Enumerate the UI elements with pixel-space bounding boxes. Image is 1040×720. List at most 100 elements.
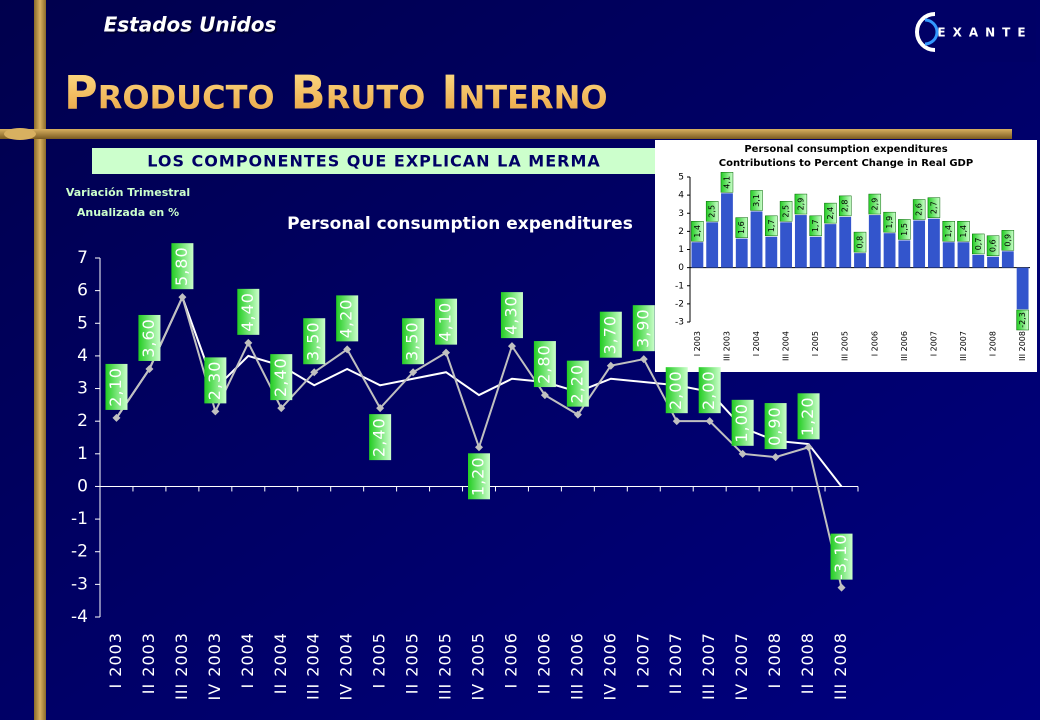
subtitle: LOS COMPONENTES QUE EXPLICAN LA MERMA <box>147 152 601 171</box>
marker <box>409 368 418 377</box>
value-label: 2,20 <box>567 364 586 404</box>
x-tick-label: IV 2003 <box>205 632 224 700</box>
x-tick-label: II 2006 <box>534 632 553 694</box>
value-label-box <box>797 393 820 440</box>
bar <box>987 256 999 268</box>
y-tick-label: -1 <box>675 281 684 291</box>
bar <box>942 242 955 268</box>
x-tick-label: I 2007 <box>633 632 652 689</box>
x-tick-label: II 2007 <box>666 632 685 694</box>
marker <box>804 443 813 452</box>
marker <box>639 355 648 364</box>
marker <box>211 407 220 416</box>
value-label-box <box>927 197 941 218</box>
y-tick-label: 7 <box>77 248 88 268</box>
value-label-box <box>500 292 523 339</box>
value-label-box <box>402 318 425 365</box>
value-label-box <box>868 193 882 215</box>
value-label: 2,9 <box>796 198 805 211</box>
value-label: 1,7 <box>811 219 820 232</box>
x-tick-label: I 2006 <box>501 632 520 689</box>
value-label-box <box>369 414 392 461</box>
y-axis-label: Anualizada en % <box>77 206 179 219</box>
bar <box>691 242 704 268</box>
value-label: 3,50 <box>403 321 422 361</box>
bar <box>706 222 719 268</box>
value-label-box <box>809 215 822 237</box>
marker <box>837 583 846 592</box>
rule-end <box>4 128 36 140</box>
logo-text: EXANTE <box>937 26 1032 40</box>
value-label-box <box>698 367 721 414</box>
value-label: -3,10 <box>831 533 850 579</box>
marker <box>178 293 187 302</box>
marker <box>310 368 319 377</box>
value-label-box <box>1016 309 1029 331</box>
marker <box>145 364 154 373</box>
y-tick-label: 3 <box>77 379 88 399</box>
marker <box>376 404 385 413</box>
y-tick-label: 5 <box>77 313 88 333</box>
bar <box>868 215 881 268</box>
value-label: 4,40 <box>238 292 257 332</box>
x-tick-label: I 2003 <box>693 331 702 356</box>
x-tick-label: III 2008 <box>831 632 850 700</box>
x-tick-label: I 2007 <box>929 331 938 356</box>
value-label: 2,00 <box>699 370 718 410</box>
value-label-box <box>270 354 293 401</box>
value-label-box <box>883 211 896 233</box>
x-tick-label: I 2005 <box>370 632 389 689</box>
value-label-box <box>435 298 458 345</box>
value-label: 2,30 <box>205 361 224 401</box>
value-label: 3,50 <box>304 321 323 361</box>
value-label: 2,10 <box>106 367 125 407</box>
value-label: 5,80 <box>172 246 191 286</box>
value-label-box <box>632 305 655 352</box>
bar <box>854 253 866 268</box>
value-label-box <box>705 201 719 222</box>
value-label: 2,00 <box>666 370 685 410</box>
y-tick-label: 2 <box>77 411 88 431</box>
value-label-box <box>105 363 128 410</box>
value-label: 3,60 <box>139 318 158 358</box>
x-tick-label: IV 2007 <box>732 632 751 700</box>
y-tick-label: 2 <box>678 227 684 237</box>
value-label: 3,70 <box>600 315 619 355</box>
value-label-box <box>533 341 556 388</box>
x-tick-label: III 2006 <box>900 331 909 361</box>
value-label-box <box>303 318 326 365</box>
marker <box>442 348 451 357</box>
value-label-box <box>957 221 970 242</box>
value-label-box <box>853 231 867 253</box>
y-tick-label: 6 <box>77 281 88 301</box>
value-label: 0,90 <box>765 406 784 446</box>
marker <box>573 410 582 419</box>
value-label: 2,80 <box>534 344 553 384</box>
x-tick-label: I 2004 <box>238 632 257 689</box>
marker <box>343 345 352 354</box>
y-tick-label: 0 <box>77 476 88 496</box>
value-label-box <box>986 235 1000 256</box>
value-label-box <box>1001 230 1015 251</box>
subtitle-box <box>92 148 656 174</box>
value-label: 0,8 <box>856 236 865 249</box>
value-label-box <box>898 219 911 240</box>
bar <box>928 218 940 268</box>
y-tick-label: -3 <box>675 318 684 328</box>
marker <box>672 417 681 426</box>
value-label: 2,4 <box>826 207 835 220</box>
value-label-box <box>138 314 161 361</box>
value-label: 1,5 <box>900 223 909 236</box>
value-label-box <box>794 193 808 215</box>
value-label-box <box>237 288 260 335</box>
y-tick-label: 1 <box>77 444 88 464</box>
marker <box>244 338 253 347</box>
value-label: 1,6 <box>737 221 746 234</box>
marker <box>771 453 780 462</box>
x-tick-label: I 2005 <box>811 331 820 356</box>
marker <box>705 417 714 426</box>
value-label-box <box>779 201 793 222</box>
value-label-box <box>764 403 787 450</box>
bar <box>824 224 837 268</box>
value-label: 1,9 <box>885 216 894 229</box>
